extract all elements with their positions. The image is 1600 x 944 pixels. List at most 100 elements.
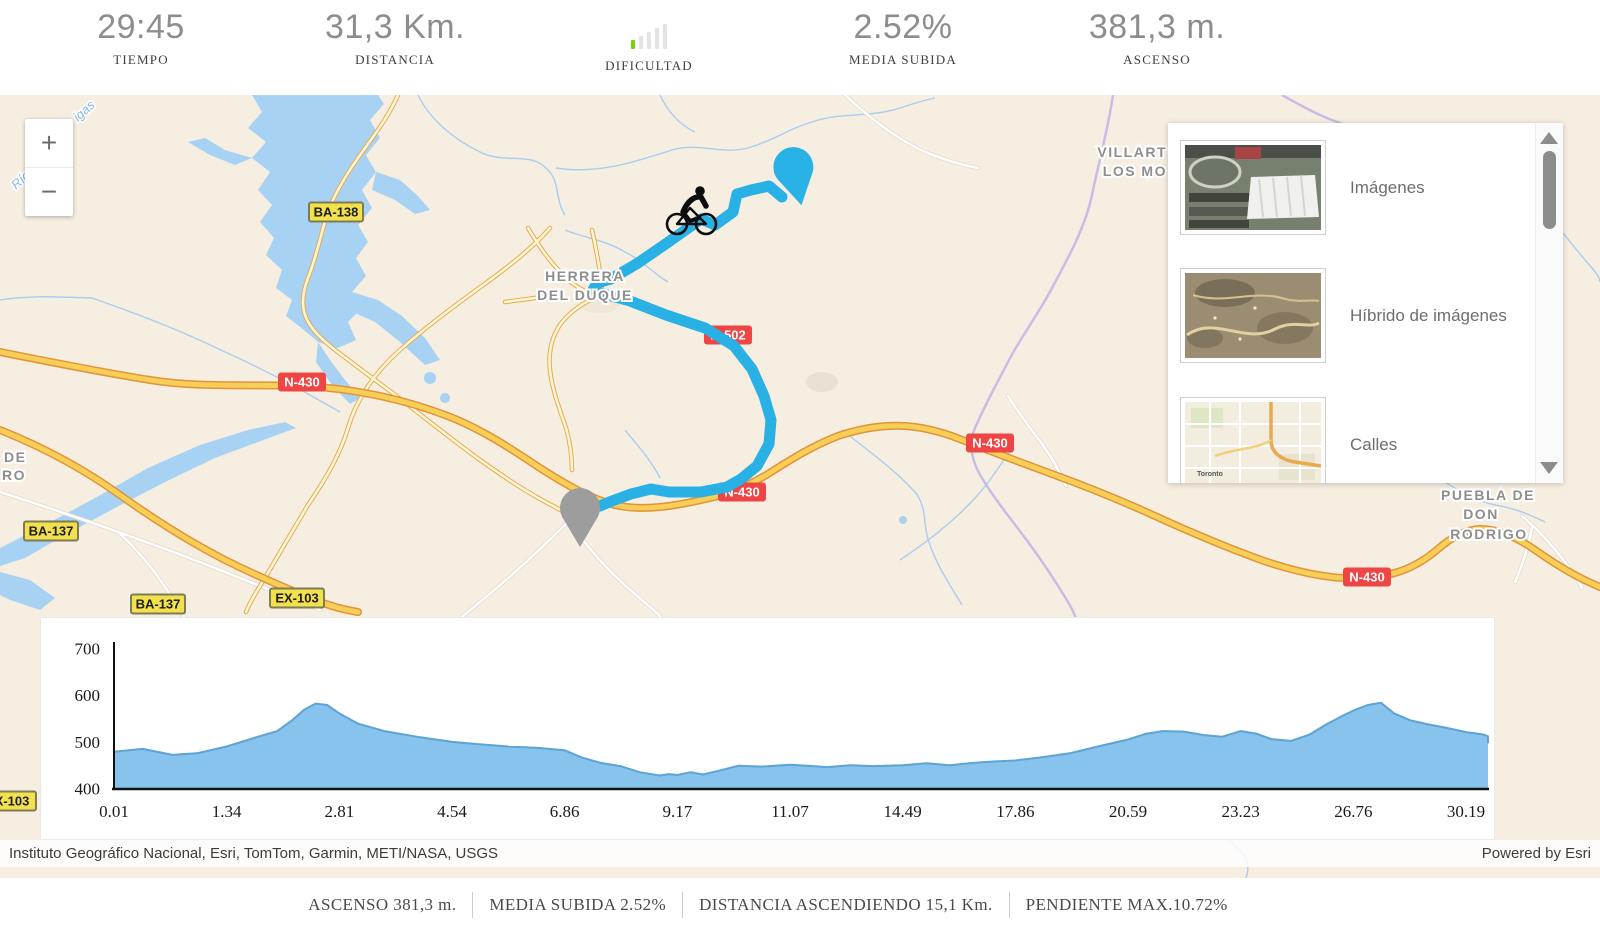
x-tick-label: 0.01 <box>99 802 129 821</box>
x-tick-label: 4.54 <box>437 802 467 821</box>
basemap-label-calles: Calles <box>1350 434 1398 454</box>
thumbnail-city-label: Toronto <box>1197 471 1223 478</box>
road-shield-ex-103: EX-103 <box>269 587 325 609</box>
place-label: PUEBLA DE <box>1441 487 1535 503</box>
media-subida-label: MEDIA SUBIDA <box>849 52 957 67</box>
difficulty-bar-1 <box>631 40 635 49</box>
svg-text:EX-103: EX-103 <box>275 591 318 606</box>
svg-text:X-103: X-103 <box>0 794 29 809</box>
basemap-thumbnail-imagenes[interactable] <box>1180 140 1326 235</box>
footer-media-subida: MEDIA SUBIDA 2.52% <box>489 895 667 914</box>
place-label: LOS MO <box>1103 163 1167 179</box>
x-tick-label: 23.23 <box>1222 802 1260 821</box>
river-label: igas <box>70 97 98 124</box>
x-tick-label: 14.49 <box>884 802 922 821</box>
svg-text:N-430: N-430 <box>1349 570 1384 585</box>
x-tick-label: 30.19 <box>1447 802 1485 821</box>
powered-by-esri: Powered by Esri <box>1481 845 1591 862</box>
road-shield-x-103: X-103 <box>0 790 37 812</box>
end-marker[interactable] <box>770 143 821 209</box>
elevation-chart-panel[interactable]: 700 600 500 400 0.01 1.34 2.81 4.54 6.86 9.17 11.0… <box>40 617 1495 840</box>
x-tick-label: 2.81 <box>324 802 354 821</box>
footer-distancia-ascendiendo: DISTANCIA ASCENDIENDO 15,1 Km. <box>699 895 993 914</box>
streets-thumbnail-image: Toronto <box>1185 402 1322 483</box>
route-stats-header: 29:45 TIEMPO 31,3 Km. DISTANCIA DIFICULT… <box>14 0 1284 95</box>
difficulty-bars-icon <box>522 5 776 55</box>
map-zoom-control: + − <box>25 119 73 216</box>
svg-text:BA-137: BA-137 <box>136 597 181 612</box>
place-label: RODRIGO <box>1450 526 1527 542</box>
basemap-gallery-panel: Imágenes Híbrido de i <box>1168 123 1563 483</box>
difficulty-bar-5 <box>663 24 667 49</box>
road-shield-ba-137: BA-137 <box>23 520 79 542</box>
gallery-scrollbar[interactable] <box>1535 123 1563 483</box>
aerial-thumbnail-image <box>1185 145 1321 230</box>
y-tick-label: 500 <box>75 733 101 752</box>
place-label: DEL DUQUE <box>537 287 633 303</box>
svg-text:N-430: N-430 <box>972 436 1007 451</box>
basemap-label-imagenes: Imágenes <box>1350 177 1425 197</box>
basemap-item-calles[interactable]: Toronto Calles <box>1180 397 1397 483</box>
y-tick-label: 600 <box>75 686 101 705</box>
stat-tiempo: 29:45 TIEMPO <box>14 0 268 95</box>
place-label: HERRERA <box>545 268 625 284</box>
x-tick-label: 20.59 <box>1109 802 1147 821</box>
x-tick-label: 11.07 <box>771 802 809 821</box>
map-geography: BA-138N-430BA-137BA-137EX-103X-103N-502N… <box>0 95 1600 878</box>
footer-pendiente-max: PENDIENTE MAX.10.72% <box>1025 895 1228 914</box>
place-label: DON <box>1463 506 1499 522</box>
water-bodies <box>0 95 907 610</box>
zoom-out-button[interactable]: − <box>25 167 73 216</box>
basemap-thumbnail-hibrido[interactable] <box>1180 268 1326 363</box>
basemap-thumbnail-calles[interactable]: Toronto <box>1180 397 1326 483</box>
ascenso-label: ASCENSO <box>1123 52 1191 67</box>
road-shield-n-430: N-430 <box>278 372 326 392</box>
map-attribution-bar: Instituto Geográfico Nacional, Esri, Tom… <box>0 840 1600 867</box>
stat-dificultad: DIFICULTAD <box>522 0 776 95</box>
place-label: VILLART <box>1097 144 1167 160</box>
scroll-up-arrow-icon[interactable] <box>1540 132 1558 144</box>
y-tick-label: 400 <box>75 780 101 799</box>
scroll-down-arrow-icon[interactable] <box>1540 462 1558 474</box>
scrollbar-thumb[interactable] <box>1543 151 1556 229</box>
start-marker[interactable] <box>560 487 600 547</box>
elevation-area <box>114 702 1488 789</box>
x-tick-label: 17.86 <box>996 802 1034 821</box>
footer-stats-row: ASCENSO 381,3 m. MEDIA SUBIDA 2.52% DIST… <box>0 892 1568 918</box>
road-shield-ba-138: BA-138 <box>308 201 364 223</box>
stat-distancia: 31,3 Km. DISTANCIA <box>268 0 522 95</box>
footer-separator <box>1008 892 1010 918</box>
difficulty-bar-2 <box>639 36 643 49</box>
media-subida-value: 2.52% <box>853 8 953 46</box>
x-tick-label: 6.86 <box>550 802 580 821</box>
tiempo-label: TIEMPO <box>113 52 169 67</box>
road-shield-n-430: N-430 <box>1343 567 1391 587</box>
footer-separator <box>682 892 684 918</box>
footer-separator <box>472 892 474 918</box>
elevation-chart[interactable]: 700 600 500 400 0.01 1.34 2.81 4.54 6.86 9.17 11.0… <box>41 618 1494 839</box>
distancia-label: DISTANCIA <box>355 52 435 67</box>
tiempo-value: 29:45 <box>97 8 185 46</box>
map-canvas[interactable]: BA-138N-430BA-137BA-137EX-103X-103N-502N… <box>0 95 1600 878</box>
cyclist-icon <box>665 186 718 236</box>
route-line <box>587 180 788 512</box>
zoom-in-button[interactable]: + <box>40 127 58 158</box>
stat-ascenso: 381,3 m. ASCENSO <box>1030 0 1284 95</box>
place-label: DE <box>4 449 26 465</box>
y-tick-label: 700 <box>75 640 101 659</box>
footer-ascenso: ASCENSO 381,3 m. <box>308 895 457 914</box>
attribution-sources: Instituto Geográfico Nacional, Esri, Tom… <box>9 845 499 862</box>
hybrid-thumbnail-image <box>1185 273 1321 358</box>
place-label: RO <box>2 467 26 483</box>
basemap-item-hibrido[interactable]: Híbrido de imágenes <box>1180 268 1507 363</box>
x-tick-label: 9.17 <box>662 802 692 821</box>
svg-text:N-430: N-430 <box>284 375 319 390</box>
road-shield-n-430: N-430 <box>966 433 1014 453</box>
svg-text:BA-137: BA-137 <box>29 524 74 539</box>
difficulty-bar-4 <box>655 28 659 49</box>
elevation-line <box>113 701 1489 777</box>
basemap-item-imagenes[interactable]: Imágenes <box>1180 140 1425 235</box>
difficulty-bar-3 <box>647 32 651 49</box>
basemap-label-hibrido: Híbrido de imágenes <box>1350 305 1507 325</box>
